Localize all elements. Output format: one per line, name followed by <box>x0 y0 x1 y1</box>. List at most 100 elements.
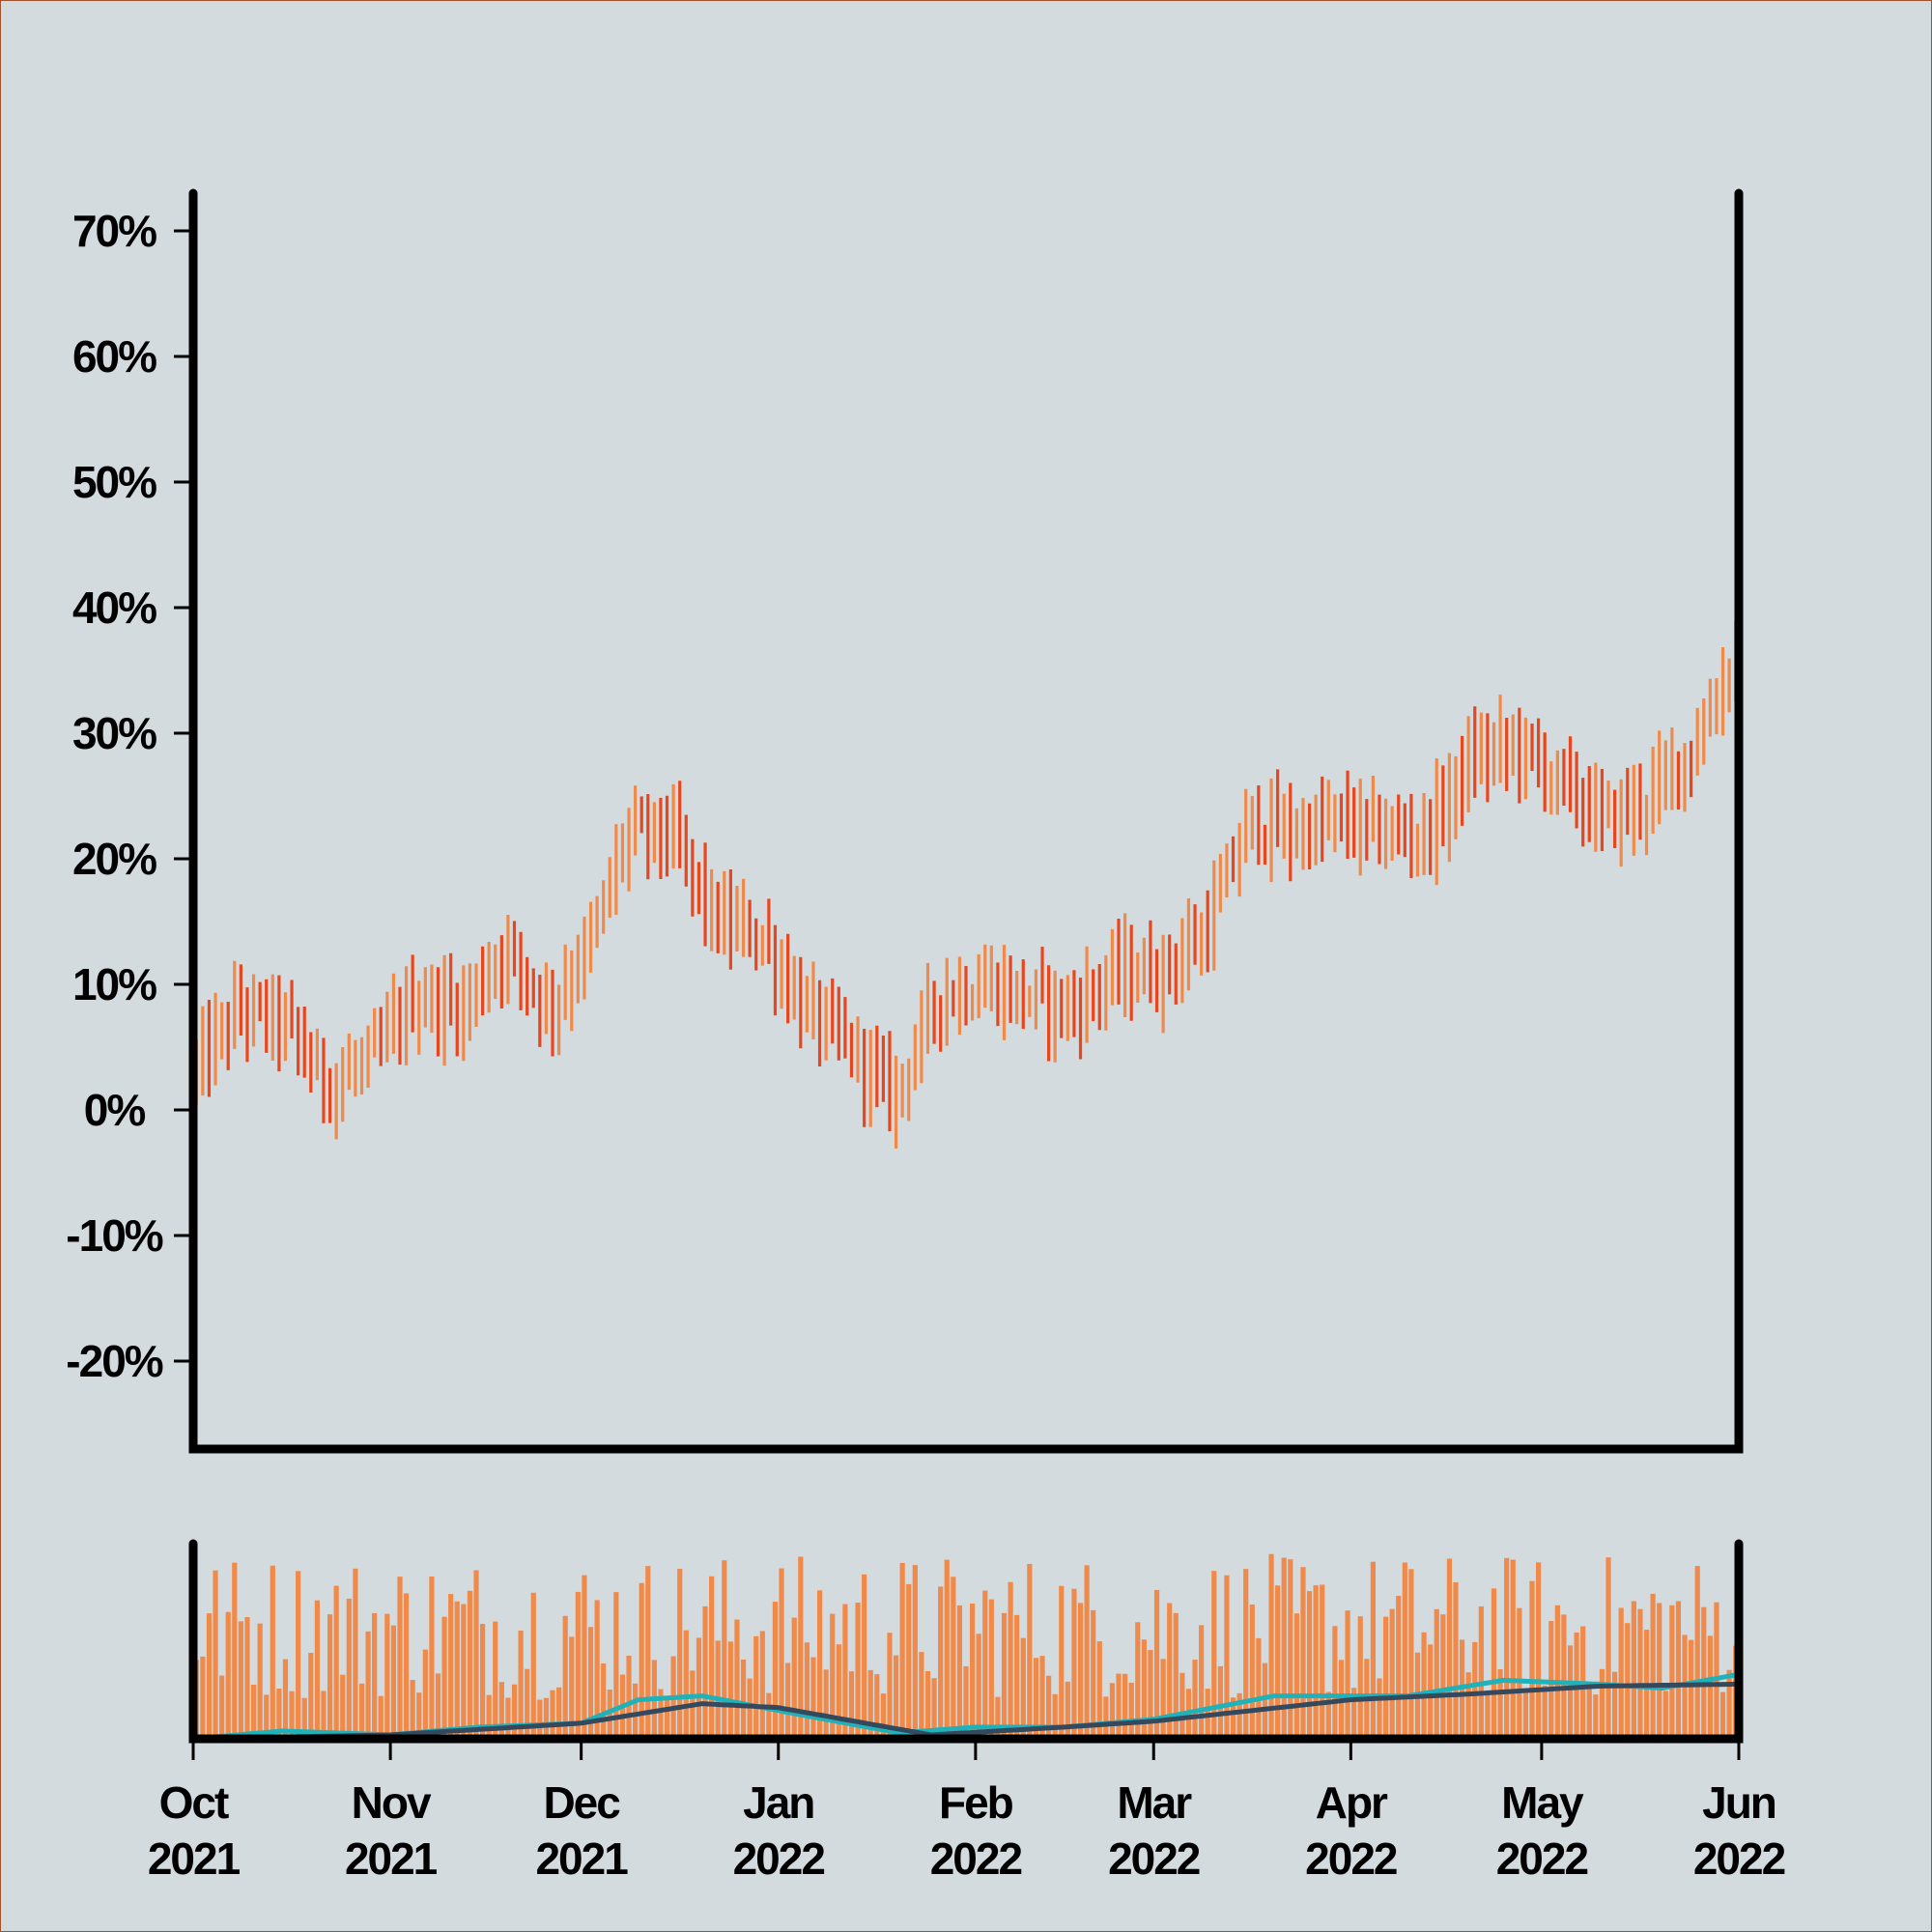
volume-bar <box>314 1600 320 1739</box>
volume-bar <box>1504 1557 1510 1739</box>
volume-bar <box>1300 1567 1306 1739</box>
volume-bar <box>1014 1614 1020 1739</box>
volume-bar <box>1065 1681 1070 1739</box>
volume-bar <box>308 1653 314 1739</box>
volume-bar <box>1434 1608 1439 1739</box>
volume-bar <box>874 1674 880 1739</box>
volume-bar <box>276 1688 282 1739</box>
volume-bar <box>912 1565 918 1739</box>
volume-axes <box>188 1539 1744 1744</box>
volume-bar <box>486 1694 492 1739</box>
volume-bar <box>969 1603 976 1739</box>
volume-bar <box>1542 1685 1548 1739</box>
volume-bar <box>1103 1696 1109 1739</box>
volume-bar <box>1033 1658 1039 1739</box>
volume-bar <box>1701 1606 1707 1739</box>
volume-bar <box>931 1678 937 1739</box>
x-tick-year: 2022 <box>1108 1833 1200 1884</box>
volume-bar <box>658 1689 664 1739</box>
volume-bar <box>887 1633 893 1739</box>
x-tick-year: 2022 <box>930 1833 1022 1884</box>
volume-bar <box>467 1590 473 1739</box>
volume-bar <box>200 1656 206 1739</box>
ohlc-bars <box>194 620 1738 1150</box>
x-tick-month: Jun <box>1702 1777 1776 1828</box>
x-tick-year: 2021 <box>148 1833 241 1884</box>
volume-bar <box>257 1623 263 1739</box>
volume-bar <box>333 1585 339 1739</box>
volume-bar <box>1593 1694 1599 1739</box>
volume-bar <box>1148 1650 1153 1739</box>
volume-bar <box>1084 1565 1090 1739</box>
volume-bar <box>1052 1693 1058 1739</box>
volume-bar <box>1293 1613 1299 1739</box>
volume-bar <box>384 1613 390 1739</box>
volume-bar <box>1389 1608 1395 1739</box>
volume-bar <box>1173 1612 1179 1739</box>
volume-bar <box>1396 1595 1402 1739</box>
volume-bar <box>346 1598 352 1739</box>
volume-bar <box>919 1652 924 1739</box>
volume-bar <box>1275 1585 1281 1739</box>
volume-bar <box>1446 1558 1453 1739</box>
volume-bar <box>938 1586 944 1739</box>
volume-bar <box>225 1611 231 1739</box>
volume-bar <box>1662 1690 1668 1739</box>
volume-bar <box>525 1668 530 1739</box>
volume-bar <box>1637 1608 1643 1739</box>
volume-bar <box>1256 1637 1262 1739</box>
volume-bar <box>340 1674 346 1739</box>
volume-bar <box>823 1669 829 1739</box>
volume-bar <box>587 1627 594 1739</box>
x-tick-month: Mar <box>1117 1777 1192 1828</box>
volume-bar <box>727 1641 733 1739</box>
volume-bar <box>498 1682 504 1739</box>
volume-bar <box>1288 1559 1293 1739</box>
volume-bar <box>365 1631 371 1739</box>
volume-bar <box>722 1560 727 1739</box>
volume-bar <box>378 1695 384 1739</box>
volume-bar <box>639 1582 644 1739</box>
volume-bar <box>1650 1593 1656 1739</box>
volume-bar <box>1675 1601 1682 1739</box>
volume-bar <box>397 1577 403 1739</box>
volume-bar <box>785 1662 791 1739</box>
y-tick-label: 10% <box>72 959 156 1009</box>
volume-bar <box>633 1683 639 1739</box>
volume-bar <box>270 1565 275 1739</box>
volume-bar <box>1001 1612 1008 1739</box>
volume-bar <box>766 1692 772 1739</box>
x-tick-year: 2021 <box>535 1833 628 1884</box>
volume-bar <box>1236 1692 1242 1739</box>
volume-bar <box>1529 1580 1535 1739</box>
volume-bar <box>677 1569 683 1739</box>
volume-bar <box>1325 1691 1331 1739</box>
volume-bar <box>906 1583 912 1739</box>
volume-bar <box>1612 1671 1618 1739</box>
y-tick-label: 30% <box>72 708 156 758</box>
volume-bar <box>1370 1561 1376 1739</box>
volume-bar <box>1726 1669 1732 1739</box>
volume-bar <box>645 1566 651 1739</box>
volume-bar <box>238 1621 243 1739</box>
x-tick-year: 2022 <box>1305 1833 1397 1884</box>
volume-bar <box>435 1673 441 1739</box>
x-tick-month: Jan <box>743 1777 813 1828</box>
volume-bar <box>1109 1683 1116 1739</box>
volume-bar <box>206 1613 213 1739</box>
x-tick-year: 2022 <box>1693 1833 1785 1884</box>
volume-bar <box>862 1574 867 1739</box>
volume-bar <box>1217 1665 1223 1739</box>
volume-bar <box>448 1594 454 1739</box>
volume-bar <box>575 1591 581 1739</box>
volume-bar <box>1535 1562 1542 1739</box>
volume-bar <box>562 1615 568 1739</box>
volume-bar <box>880 1693 887 1739</box>
volume-bar <box>1071 1588 1077 1739</box>
volume-bar <box>1472 1641 1478 1739</box>
volume-bar <box>327 1614 333 1739</box>
volume-bar <box>613 1592 619 1739</box>
x-tick-month: Oct <box>159 1777 229 1828</box>
volume-bar <box>1631 1601 1636 1739</box>
